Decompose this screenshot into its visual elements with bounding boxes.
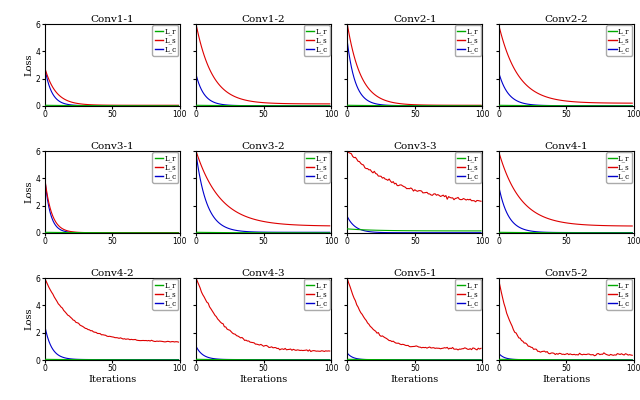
Title: Conv5-2: Conv5-2 xyxy=(544,269,588,278)
Legend: L_r, L_s, L_c: L_r, L_s, L_c xyxy=(455,152,481,183)
Title: Conv4-3: Conv4-3 xyxy=(242,269,285,278)
Title: Conv3-2: Conv3-2 xyxy=(242,142,285,151)
Title: Conv4-1: Conv4-1 xyxy=(544,142,588,151)
Legend: L_r, L_s, L_c: L_r, L_s, L_c xyxy=(304,280,330,310)
X-axis label: Iterations: Iterations xyxy=(390,374,439,384)
Y-axis label: Loss: Loss xyxy=(24,54,33,76)
Legend: L_r, L_s, L_c: L_r, L_s, L_c xyxy=(455,25,481,56)
Y-axis label: Loss: Loss xyxy=(24,308,33,330)
X-axis label: Iterations: Iterations xyxy=(239,374,288,384)
Legend: L_r, L_s, L_c: L_r, L_s, L_c xyxy=(152,152,179,183)
Legend: L_r, L_s, L_c: L_r, L_s, L_c xyxy=(152,280,179,310)
Title: Conv5-1: Conv5-1 xyxy=(393,269,436,278)
Legend: L_r, L_s, L_c: L_r, L_s, L_c xyxy=(304,152,330,183)
X-axis label: Iterations: Iterations xyxy=(88,374,136,384)
Legend: L_r, L_s, L_c: L_r, L_s, L_c xyxy=(152,25,179,56)
Title: Conv2-2: Conv2-2 xyxy=(544,15,588,24)
Legend: L_r, L_s, L_c: L_r, L_s, L_c xyxy=(606,280,632,310)
Title: Conv1-2: Conv1-2 xyxy=(242,15,285,24)
Legend: L_r, L_s, L_c: L_r, L_s, L_c xyxy=(606,152,632,183)
Title: Conv3-3: Conv3-3 xyxy=(393,142,436,151)
Legend: L_r, L_s, L_c: L_r, L_s, L_c xyxy=(304,25,330,56)
Title: Conv4-2: Conv4-2 xyxy=(90,269,134,278)
Title: Conv1-1: Conv1-1 xyxy=(90,15,134,24)
Y-axis label: Loss: Loss xyxy=(24,181,33,203)
X-axis label: Iterations: Iterations xyxy=(542,374,590,384)
Legend: L_r, L_s, L_c: L_r, L_s, L_c xyxy=(606,25,632,56)
Title: Conv3-1: Conv3-1 xyxy=(90,142,134,151)
Legend: L_r, L_s, L_c: L_r, L_s, L_c xyxy=(455,280,481,310)
Title: Conv2-1: Conv2-1 xyxy=(393,15,436,24)
